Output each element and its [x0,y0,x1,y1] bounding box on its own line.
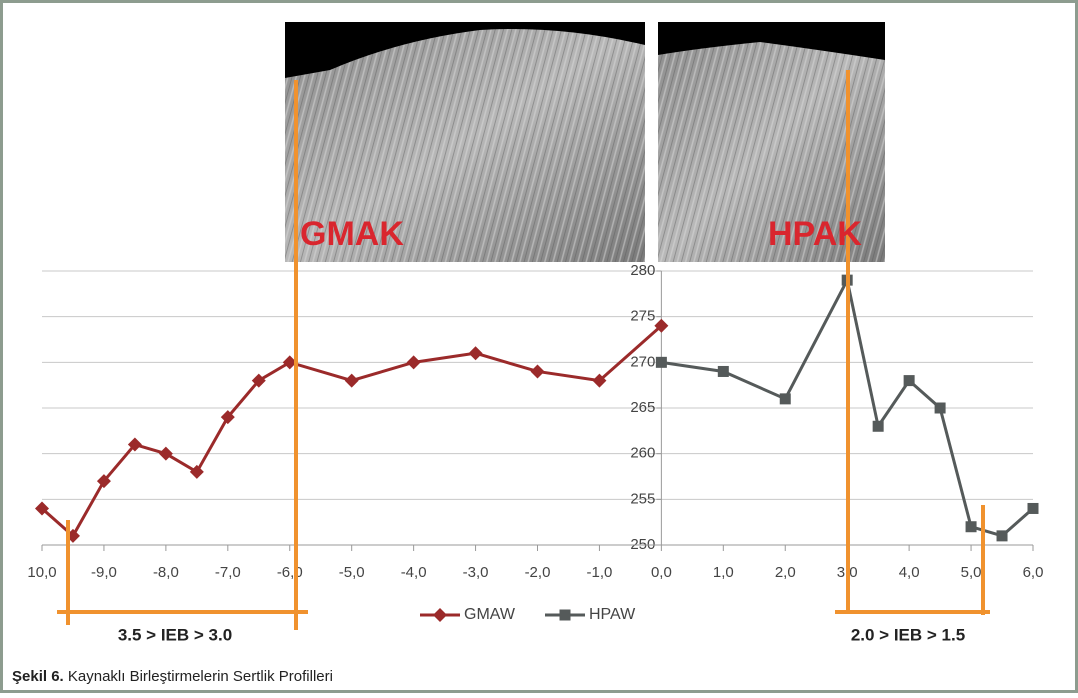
data-point [873,421,884,432]
caption: Şekil 6. Kaynaklı Birleştirmelerin Sertl… [12,668,333,685]
annotation: 2.0 > IEB > 1.5 [851,625,965,644]
x-tick-label: -3,0 [463,564,489,581]
y-tick-label: 280 [630,262,655,279]
data-point [780,393,791,404]
legend-label: GMAW [464,606,516,623]
x-tick-label: -6,0 [277,564,303,581]
data-point [997,530,1008,541]
x-tick-label: -4,0 [401,564,427,581]
data-point [1028,503,1039,514]
annotation: GMAK [300,215,404,253]
y-tick-label: 250 [630,536,655,553]
x-tick-label: 5,0 [961,564,982,581]
x-tick-label: 10,0 [27,564,56,581]
annotation: HPAK [768,215,862,253]
y-tick-label: 270 [630,353,655,370]
data-point [935,403,946,414]
x-tick-label: 2,0 [775,564,796,581]
x-tick-label: 0,0 [651,564,672,581]
data-point [904,375,915,386]
y-tick-label: 255 [630,490,655,507]
chart: 250 255 260 265 270 275 280 10,0 -9,0 -8,0 -7,0 -6,… [0,0,1078,693]
annotation: 3.5 > IEB > 3.0 [118,625,232,644]
y-tick-label: 260 [630,445,655,462]
legend-marker [560,610,571,621]
x-tick-label: -9,0 [91,564,117,581]
data-point [718,366,729,377]
x-tick-label: -5,0 [339,564,365,581]
x-tick-label: 1,0 [713,564,734,581]
x-tick-label: 4,0 [899,564,920,581]
x-tick-label: -7,0 [215,564,241,581]
x-tick-label: 6,0 [1023,564,1044,581]
x-tick-label: -8,0 [153,564,179,581]
legend-label: HPAW [589,606,636,623]
data-point [656,357,667,368]
data-point [966,521,977,532]
x-tick-label: -2,0 [525,564,551,581]
caption-label: Şekil 6. [12,668,64,685]
x-tick-label: -1,0 [587,564,613,581]
caption-text: Kaynaklı Birleştirmelerin Sertlik Profil… [68,668,333,685]
y-tick-label: 275 [630,308,655,325]
y-tick-label: 265 [630,399,655,416]
page: 250 255 260 265 270 275 280 10,0 -9,0 -8,0 -7,0 -6,… [0,0,1078,698]
